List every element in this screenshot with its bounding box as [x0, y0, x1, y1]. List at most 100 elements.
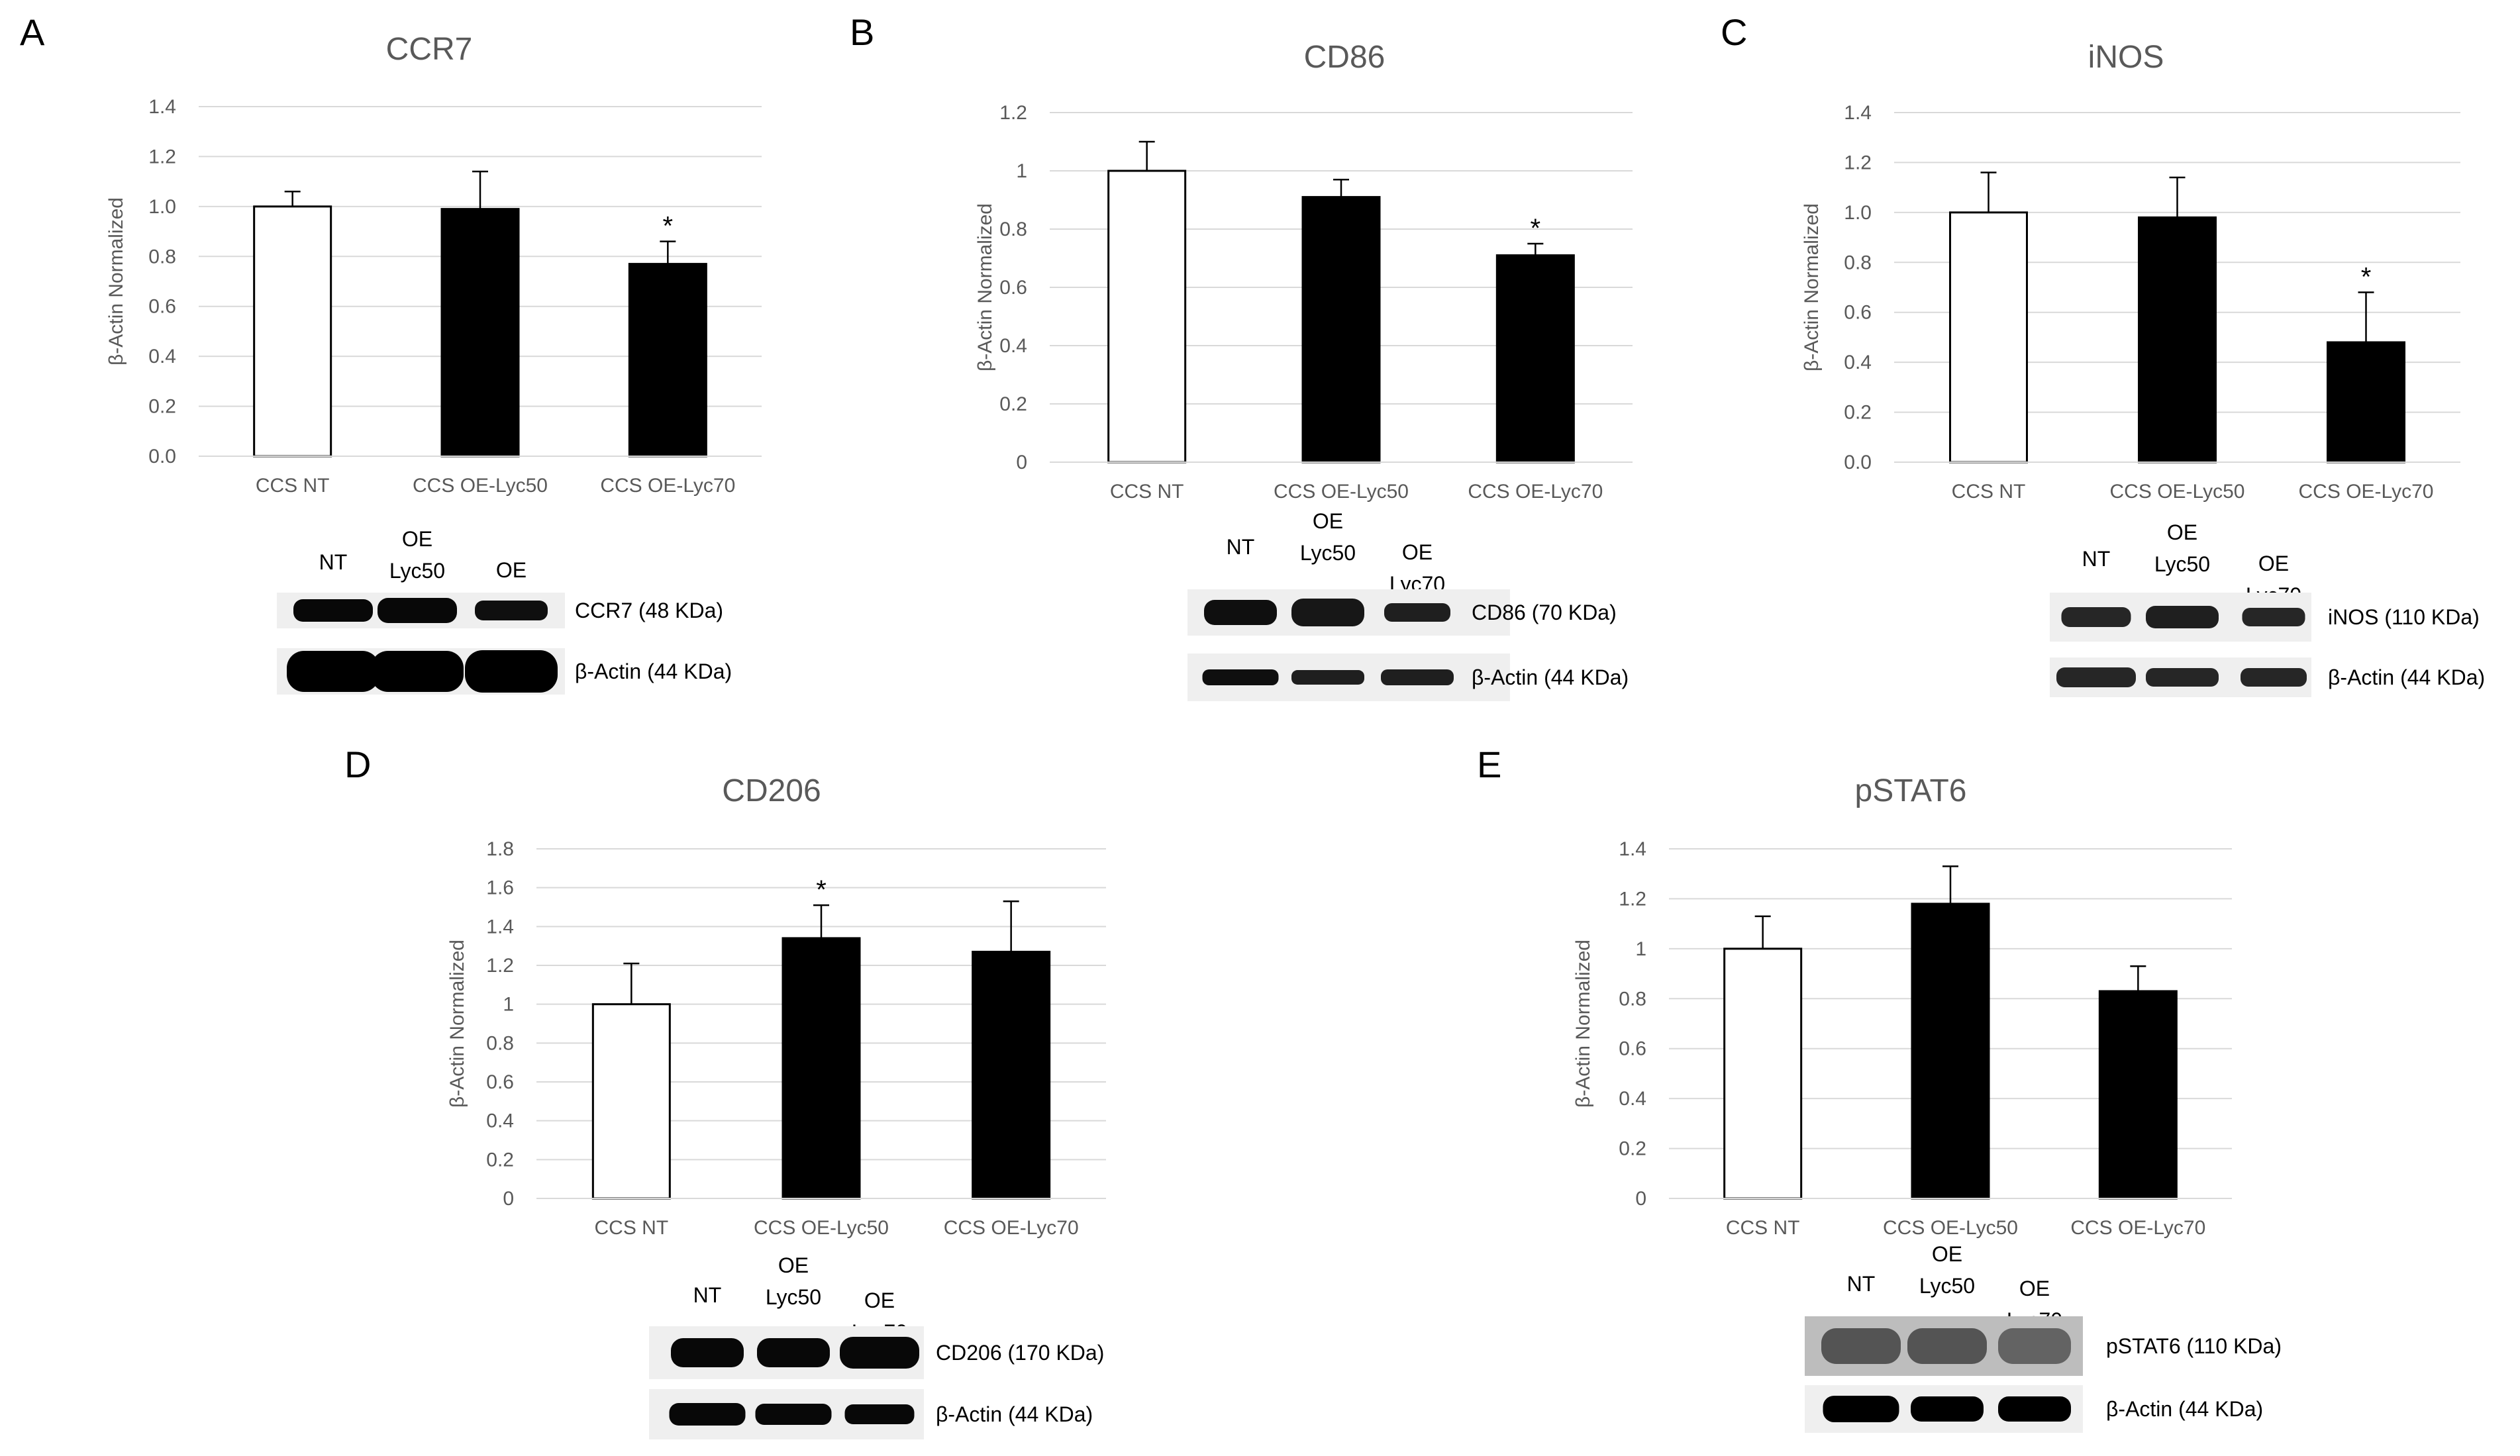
y-axis-label: β-Actin Normalized — [105, 197, 127, 365]
lane-label-line: Lyc50 — [389, 559, 445, 583]
lane-label-line: OE — [402, 527, 432, 551]
blot-band — [755, 1404, 832, 1425]
category-label: CCS OE-Lyc50 — [2110, 481, 2245, 503]
lane-label: OE Lyc50 — [766, 1253, 821, 1309]
blot-band — [2146, 668, 2219, 687]
y-tick-label: 0 — [503, 1188, 514, 1210]
protein-label: CD86 (70 KDa) — [1472, 601, 1617, 624]
protein-label: β-Actin (44 KDa) — [575, 659, 732, 683]
significance-star: * — [816, 875, 827, 904]
panel-letter: D — [344, 744, 371, 785]
y-axis-label: β-Actin Normalized — [1572, 940, 1594, 1108]
y-axis-label: β-Actin Normalized — [974, 203, 996, 371]
y-tick-label: 0.2 — [486, 1149, 514, 1171]
protein-label: CCR7 (48 KDa) — [575, 599, 723, 622]
category-label: CCS NT — [1952, 481, 2026, 503]
category-label: CCS OE-Lyc70 — [1468, 481, 1603, 503]
lane-label-line: OE — [2167, 520, 2197, 544]
blot-band — [465, 650, 558, 693]
blot-band — [844, 1404, 915, 1424]
y-tick-label: 0.6 — [999, 277, 1027, 299]
bar — [1107, 170, 1187, 463]
lane-label: OE Lyc50 — [389, 527, 445, 583]
lane-label-line: OE — [2258, 552, 2289, 575]
y-tick-label: 0.4 — [999, 335, 1027, 357]
protein-label: β-Actin (44 KDa) — [2106, 1397, 2263, 1421]
blot-band — [1998, 1396, 2071, 1422]
bar — [781, 937, 861, 1200]
significance-star: * — [663, 212, 674, 241]
blot-band — [1291, 599, 1364, 626]
y-tick-label: 1.6 — [486, 877, 514, 899]
y-tick-label: 1.2 — [1619, 888, 1646, 910]
y-tick-label: 1.0 — [148, 196, 176, 218]
lane-label-line: OE — [864, 1288, 895, 1312]
category-label: CCS NT — [1110, 481, 1184, 503]
blot-band — [1204, 600, 1277, 625]
western-blot: NTOELyc50OELyc70CD206 (170 KDa)β-Actin (… — [649, 1253, 1104, 1439]
category-label: CCS OE-Lyc70 — [944, 1217, 1079, 1239]
protein-label: β-Actin (44 KDa) — [2328, 665, 2485, 689]
lane-label: NT — [1847, 1272, 1876, 1296]
y-tick-label: 1.2 — [999, 102, 1027, 124]
blot-band — [1823, 1396, 1899, 1422]
bar — [591, 1003, 671, 1200]
blot-band — [2056, 667, 2136, 687]
blot-band — [840, 1337, 919, 1369]
category-label: CCS NT — [594, 1217, 668, 1239]
y-axis-label: β-Actin Normalized — [1801, 203, 1823, 371]
panel-letter: B — [850, 11, 874, 53]
protein-label: CD206 (170 KDa) — [936, 1341, 1104, 1365]
blot-band — [2061, 607, 2131, 627]
y-tick-label: 0.8 — [1619, 988, 1646, 1010]
protein-label: iNOS (110 KDa) — [2328, 605, 2480, 629]
chart-title: pSTAT6 — [1855, 773, 1967, 808]
y-tick-label: 0.4 — [1619, 1088, 1646, 1110]
y-tick-label: 0.6 — [1844, 302, 1872, 324]
protein-label: β-Actin (44 KDa) — [936, 1402, 1093, 1426]
y-tick-label: 0.8 — [1844, 252, 1872, 273]
y-tick-label: 0.4 — [148, 346, 176, 367]
y-tick-label: 0.8 — [999, 218, 1027, 240]
lane-label: NT — [693, 1283, 722, 1307]
chart-title: iNOS — [2088, 40, 2164, 75]
y-tick-label: 1.4 — [148, 96, 176, 118]
y-tick-label: 0.0 — [148, 446, 176, 467]
bar — [1723, 947, 1803, 1200]
panel-a: A CCR7 0.0 0.2 0.4 0.6 0.8 1.0 1.2 1.4 β-Actin Nor… — [20, 11, 762, 695]
category-label: CCS OE-Lyc50 — [754, 1217, 889, 1239]
blot-band — [475, 601, 548, 620]
bar — [1495, 254, 1575, 463]
bar — [2327, 341, 2405, 463]
category-label: CCS OE-Lyc70 — [600, 475, 735, 497]
blot-band — [669, 1403, 746, 1426]
bar — [440, 208, 520, 458]
y-tick-label: 1.2 — [486, 955, 514, 977]
y-tick-label: 0.2 — [1844, 402, 1872, 424]
lane-label-line: OE — [1932, 1242, 1962, 1266]
lane-label-line: OE — [496, 558, 527, 582]
y-tick-label: 0 — [1016, 452, 1027, 473]
y-tick-label: 1 — [503, 994, 514, 1016]
blot-band — [2241, 668, 2307, 687]
y-tick-label: 1.2 — [148, 146, 176, 168]
panel-letter: E — [1477, 744, 1501, 785]
bar — [628, 263, 707, 458]
y-tick-label: 0.4 — [486, 1110, 514, 1132]
y-tick-label: 0.4 — [1844, 352, 1872, 373]
category-label: CCS OE-Lyc70 — [2070, 1217, 2205, 1239]
lane-label-line: Lyc50 — [766, 1285, 821, 1309]
bar — [2098, 990, 2178, 1200]
blot-band — [1911, 1396, 1984, 1422]
y-tick-label: 0.6 — [148, 296, 176, 318]
y-tick-label: 0.0 — [1844, 452, 1872, 473]
y-tick-label: 1.2 — [1844, 152, 1872, 173]
lane-label: OE Lyc50 — [1919, 1242, 1975, 1298]
y-tick-label: 1.4 — [1619, 838, 1646, 860]
y-axis-label: β-Actin Normalized — [446, 940, 468, 1108]
y-tick-label: 1.4 — [486, 916, 514, 938]
lane-label-line: OE — [1402, 540, 1433, 564]
lane-label: NT — [2082, 547, 2111, 571]
